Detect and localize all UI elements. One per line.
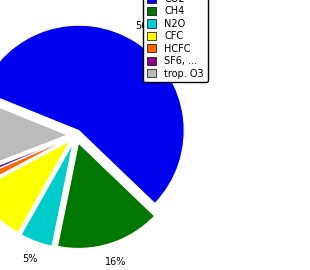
Wedge shape xyxy=(0,138,68,180)
Wedge shape xyxy=(0,141,70,233)
Wedge shape xyxy=(0,96,68,173)
Wedge shape xyxy=(21,143,73,246)
Text: 56%: 56% xyxy=(135,21,157,31)
Text: 16%: 16% xyxy=(105,257,126,267)
Wedge shape xyxy=(0,25,184,204)
Wedge shape xyxy=(0,139,69,188)
Text: 5%: 5% xyxy=(22,254,37,264)
Legend: CO2, CH4, N2O, CFC, HCFC, SF6, ..., trop. O3: CO2, CH4, N2O, CFC, HCFC, SF6, ..., trop… xyxy=(143,0,208,82)
Wedge shape xyxy=(58,143,155,248)
